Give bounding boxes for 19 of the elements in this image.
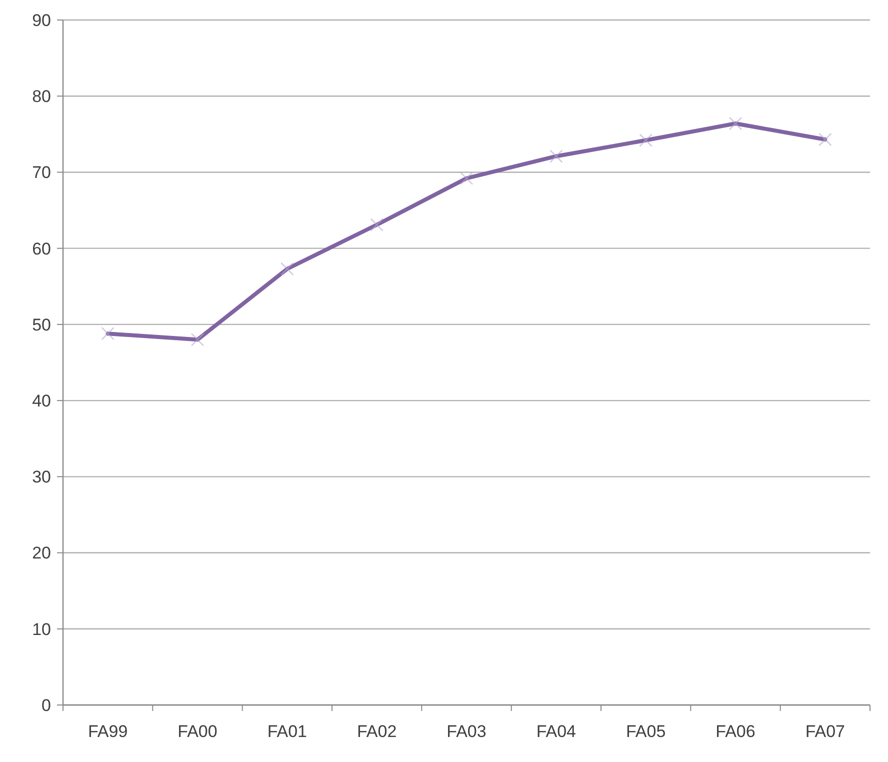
y-tick-label: 90 <box>32 10 51 30</box>
x-tick-label: FA03 <box>446 722 486 741</box>
x-tick-label: FA05 <box>626 722 666 741</box>
y-tick-label: 60 <box>32 239 51 258</box>
y-tick-label: 20 <box>32 544 51 563</box>
y-tick-label: 70 <box>32 163 51 182</box>
x-tick-label: FA00 <box>178 722 218 741</box>
y-tick-label: 50 <box>32 315 51 334</box>
y-tick-label: 80 <box>32 87 51 106</box>
x-tick-label: FA02 <box>356 722 397 741</box>
x-tick-label: FA04 <box>536 722 576 741</box>
y-tick-label: 30 <box>32 468 51 487</box>
x-tick-label: FA99 <box>88 722 128 741</box>
x-tick-label: FA01 <box>267 722 308 741</box>
y-tick-label: 10 <box>32 620 51 639</box>
x-tick-label: FA07 <box>805 722 846 741</box>
x-tick-label: FA06 <box>716 722 756 741</box>
y-tick-label: 40 <box>32 392 51 411</box>
y-tick-label: 0 <box>42 696 51 715</box>
